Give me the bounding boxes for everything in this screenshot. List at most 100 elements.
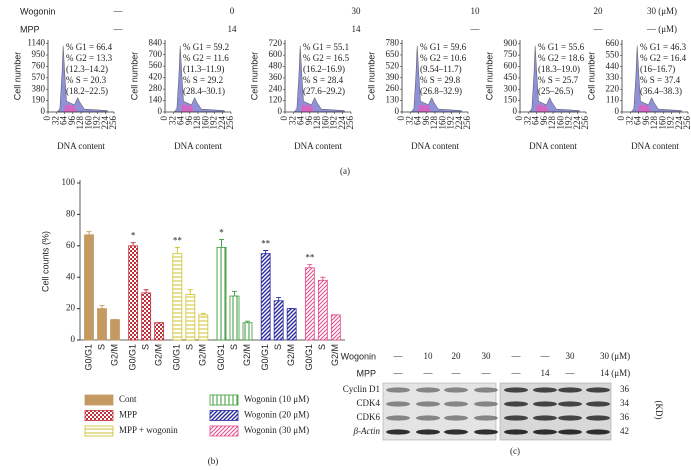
- x-tick-label: 160: [83, 116, 93, 130]
- error-bar: [320, 276, 326, 281]
- x-tick-label: 192: [564, 116, 574, 130]
- bar: [84, 234, 94, 341]
- row-value: 20: [452, 351, 462, 361]
- bar: [304, 267, 315, 341]
- histogram-s-phase: [417, 104, 432, 112]
- legend-swatch: [209, 410, 239, 421]
- x-axis-label: DNA content: [294, 141, 342, 151]
- y-tick-label: 450: [504, 72, 518, 82]
- bar: [154, 322, 165, 341]
- x-tick-label: 96: [184, 116, 194, 126]
- y-tick-label: 300: [504, 83, 518, 93]
- row-value: 14: [541, 368, 551, 378]
- y-tick-label: 60: [66, 240, 76, 250]
- y-tick-label: 330: [606, 72, 620, 82]
- band: [416, 429, 440, 435]
- row-value: —: [451, 368, 462, 378]
- stat: (25–26.5): [538, 86, 573, 96]
- x-tick-label: 96: [67, 116, 77, 126]
- band: [533, 387, 557, 393]
- stat: % S = 20.3: [66, 75, 107, 85]
- error-bar: [130, 242, 136, 246]
- y-tick-label: 0: [41, 106, 46, 116]
- y-tick-label: 700: [149, 49, 163, 59]
- y-tick-label: 130: [386, 95, 400, 105]
- x-tick-label: G0/G1: [216, 344, 226, 371]
- row-value: 30 (μM): [647, 6, 677, 16]
- row-label: Wogonin: [20, 6, 55, 16]
- stat: % S = 29.8: [420, 75, 461, 85]
- error-bar: [200, 312, 206, 315]
- x-tick-label: 128: [429, 116, 439, 130]
- row-value: 20: [594, 6, 604, 16]
- bar: [273, 300, 284, 341]
- row-value: —: [511, 368, 522, 378]
- blot-label: CDK4: [356, 398, 380, 408]
- x-tick-label: 128: [192, 116, 202, 130]
- x-tick-label: 224: [217, 116, 227, 130]
- axes: [79, 180, 345, 341]
- band: [386, 387, 410, 393]
- histogram-s-phase: [180, 104, 195, 112]
- y-tick-label: 650: [386, 49, 400, 59]
- y-tick-label: 0: [71, 334, 76, 344]
- legend-swatch: [209, 425, 239, 437]
- bar: [216, 246, 227, 341]
- histogram-s-phase: [535, 104, 550, 112]
- x-tick-label: 160: [200, 116, 210, 130]
- panel-label: (a): [340, 166, 350, 176]
- significance: **: [305, 253, 315, 263]
- bar: [110, 319, 120, 341]
- row-value: 30 (μM): [600, 351, 630, 361]
- band: [558, 387, 582, 393]
- x-tick-label: 0: [396, 116, 406, 121]
- unit-label: (KD): [654, 401, 664, 420]
- x-tick-label: G0/G1: [172, 344, 182, 371]
- x-tick-label: S: [229, 344, 239, 350]
- y-tick-label: 0: [395, 106, 400, 116]
- x-tick-label: 192: [666, 116, 676, 130]
- row-label: MPP: [356, 368, 376, 378]
- y-tick-label: 110: [606, 95, 620, 105]
- stat: % G1 = 66.4: [66, 42, 113, 52]
- error-bar: [232, 290, 237, 297]
- x-tick-label: 256: [682, 116, 691, 130]
- stat: % G1 = 46.3: [640, 42, 687, 52]
- y-tick-label: 760: [32, 60, 46, 70]
- y-axis-label: Cell number: [12, 52, 22, 101]
- row-value: 30: [352, 6, 362, 16]
- error-bar: [263, 250, 269, 254]
- x-tick-label: 128: [75, 116, 85, 130]
- stat: % G1 = 59.2: [183, 42, 229, 52]
- y-tick-label: 0: [615, 106, 620, 116]
- band: [386, 415, 410, 421]
- y-axis-label: Cell number: [484, 52, 494, 101]
- stat: (16–16.7): [640, 64, 675, 74]
- kd-label: 42: [620, 426, 629, 436]
- x-tick-label: 64: [531, 116, 541, 126]
- stat: (26.8–32.9): [420, 86, 462, 96]
- y-tick-label: 20: [66, 303, 76, 313]
- x-tick-label: 128: [547, 116, 557, 130]
- histogram-fill: [173, 45, 225, 113]
- x-tick-label: 224: [337, 116, 347, 130]
- stat: (18.3–19.0): [538, 64, 580, 74]
- row-value: —: [593, 24, 604, 34]
- error-bar: [174, 246, 180, 254]
- stat: (16.2–16.9): [303, 64, 345, 74]
- x-tick-label: 160: [320, 116, 330, 130]
- kd-label: 36: [620, 384, 630, 394]
- error-bar: [86, 231, 92, 235]
- y-tick-label: 240: [269, 83, 283, 93]
- row-value: 10: [424, 351, 434, 361]
- y-tick-label: 600: [269, 49, 283, 59]
- x-tick-label: 224: [674, 116, 684, 130]
- y-tick-label: 560: [149, 60, 163, 70]
- row-value: 30: [566, 351, 576, 361]
- x-tick-label: 256: [345, 116, 355, 130]
- x-tick-label: 160: [657, 116, 667, 130]
- x-axis-label: DNA content: [57, 141, 105, 151]
- x-axis-label: DNA content: [411, 141, 459, 151]
- x-tick-label: 64: [59, 116, 69, 126]
